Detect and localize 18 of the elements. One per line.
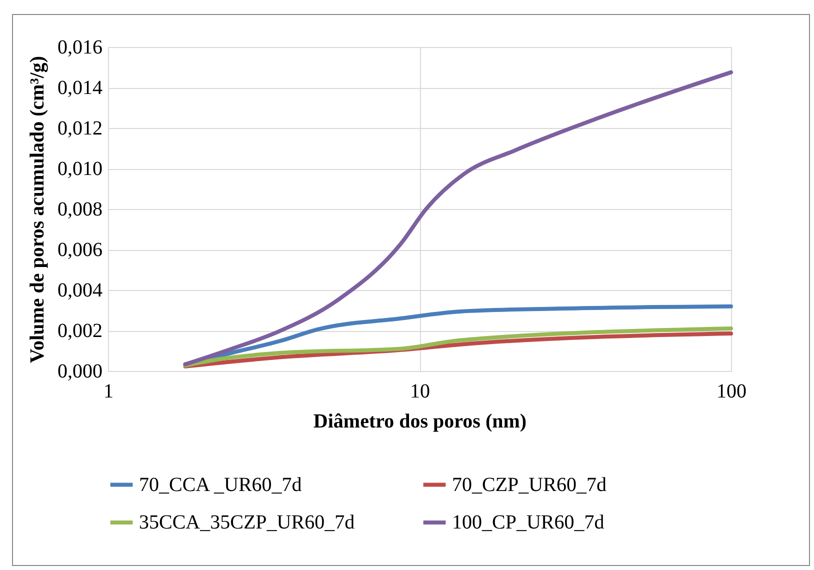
x-tick-label: 100 xyxy=(716,380,746,402)
legend-label: 70_CZP_UR60_7d xyxy=(452,474,606,496)
x-tick-label: 1 xyxy=(104,380,114,402)
y-tick-label: 0,006 xyxy=(58,239,102,261)
y-tick-label: 0,014 xyxy=(58,77,102,99)
legend-label: 100_CP_UR60_7d xyxy=(452,512,604,534)
legend-label: 70_CCA _UR60_7d xyxy=(139,474,302,496)
y-tick-label: 0,008 xyxy=(58,198,102,220)
y-tick-label: 0,000 xyxy=(58,360,102,382)
y-tick-label: 0,012 xyxy=(58,118,102,140)
y-tick-label: 0,002 xyxy=(58,320,102,342)
legend-label: 35CCA_35CZP_UR60_7d xyxy=(139,512,355,534)
y-tick-label: 0,004 xyxy=(58,280,102,302)
y-axis-title: Volume de poros acumulado (cm³/g) xyxy=(26,56,48,364)
x-tick-label: 10 xyxy=(410,380,430,402)
x-axis-title: Diâmetro dos poros (nm) xyxy=(313,410,527,432)
y-tick-label: 0,016 xyxy=(58,36,102,58)
y-tick-label: 0,010 xyxy=(58,158,102,180)
